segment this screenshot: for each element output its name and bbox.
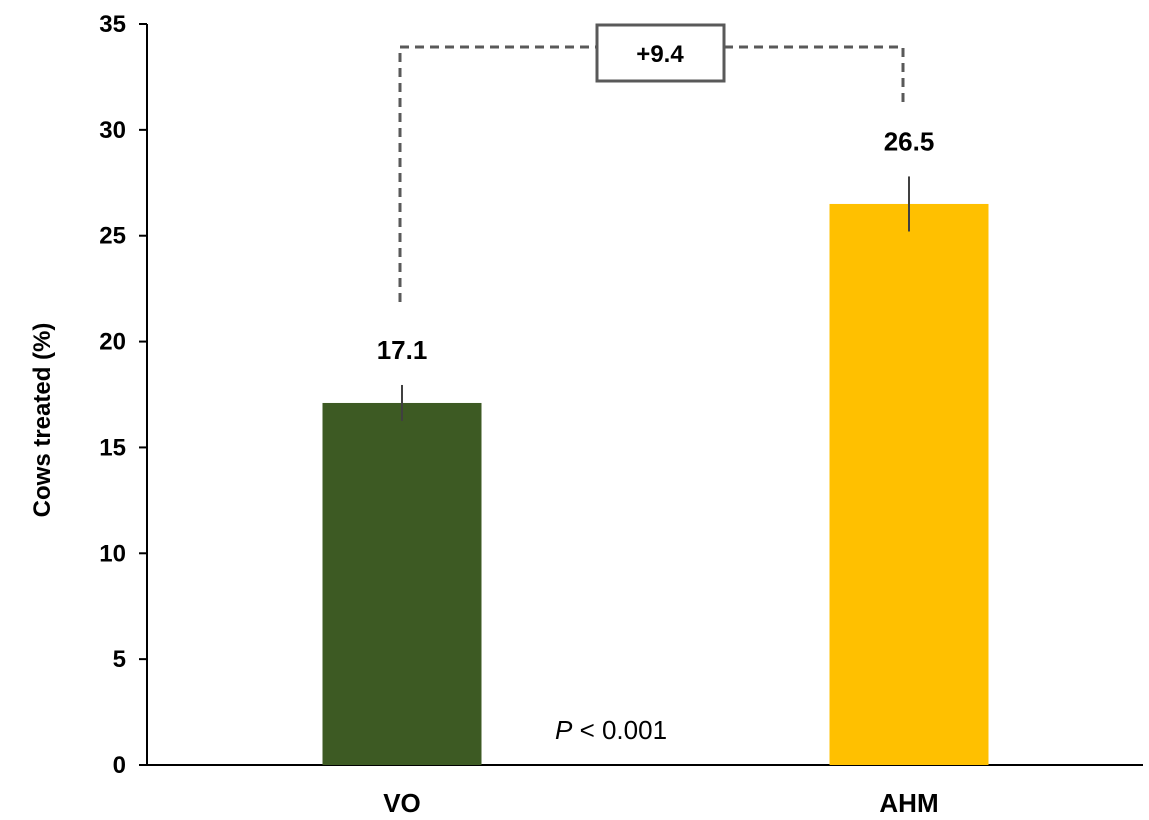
y-tick-label: 5 — [113, 646, 126, 673]
bracket-line-right — [724, 45, 905, 105]
bar-vo — [322, 402, 482, 765]
y-tick-label: 10 — [99, 540, 126, 567]
value-label-ahm: 26.5 — [884, 126, 935, 156]
y-ticks: 0 5 10 15 20 25 30 35 — [99, 11, 147, 779]
y-tick-label: 25 — [99, 223, 126, 250]
p-value-text: < 0.001 — [572, 715, 667, 745]
value-label-vo: 17.1 — [377, 335, 428, 365]
difference-box — [595, 23, 726, 83]
y-tick-label: 35 — [99, 11, 126, 38]
difference-label: +9.4 — [636, 41, 684, 68]
y-tick-label: 20 — [99, 329, 126, 356]
y-axis-label: Cows treated (%) — [29, 323, 56, 518]
bracket-line-left — [398, 45, 597, 302]
y-tick-label: 30 — [99, 117, 126, 144]
x-tick-label-vo: VO — [383, 788, 421, 818]
bars: 17.1 VO 26.5 AHM — [322, 126, 989, 818]
p-value-annotation: P < 0.001 — [555, 715, 667, 745]
x-tick-label-ahm: AHM — [879, 788, 938, 818]
y-tick-label: 15 — [99, 434, 126, 461]
p-symbol: P — [555, 715, 573, 745]
y-tick-label: 0 — [113, 752, 126, 779]
difference-bracket: +9.4 — [398, 23, 905, 302]
bar-ahm — [829, 203, 989, 765]
